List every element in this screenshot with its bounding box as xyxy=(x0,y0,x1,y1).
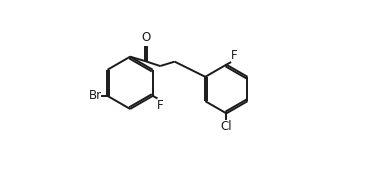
Text: Br: Br xyxy=(89,89,102,102)
Text: F: F xyxy=(231,49,237,62)
Text: F: F xyxy=(157,99,164,112)
Text: O: O xyxy=(141,31,151,44)
Text: Cl: Cl xyxy=(220,120,232,133)
